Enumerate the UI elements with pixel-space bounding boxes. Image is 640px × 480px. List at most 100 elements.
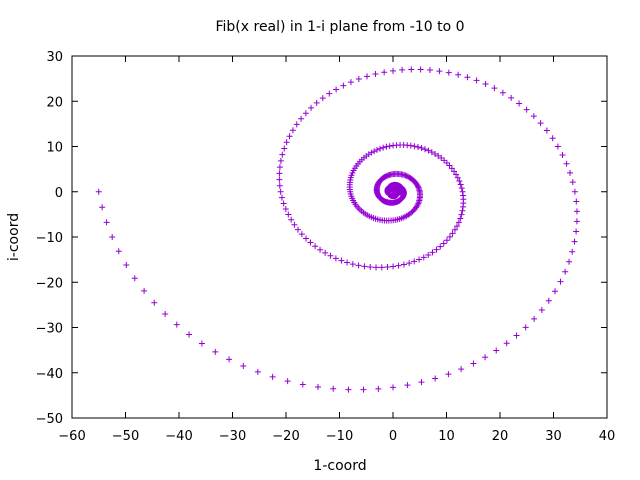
data-point <box>162 311 169 318</box>
data-point <box>276 182 283 189</box>
data-point <box>554 143 561 150</box>
data-point <box>454 174 461 181</box>
data-point <box>315 384 322 391</box>
data-point <box>355 76 362 83</box>
x-tick-label: −60 <box>58 429 85 444</box>
data-point <box>400 261 407 268</box>
data-point <box>537 120 544 127</box>
data-point <box>458 366 465 373</box>
data-point <box>395 262 402 269</box>
data-point <box>414 201 421 208</box>
data-point <box>522 324 529 331</box>
data-point <box>453 171 460 178</box>
data-point <box>317 246 324 253</box>
x-tick-label: −10 <box>326 429 353 444</box>
x-tick-label: 40 <box>599 429 616 444</box>
data-point <box>399 66 406 73</box>
data-point <box>426 67 433 74</box>
data-point <box>457 181 464 188</box>
data-point <box>445 371 452 378</box>
data-point <box>516 100 523 107</box>
data-point <box>364 73 371 80</box>
data-point <box>418 379 425 386</box>
data-point <box>530 113 537 120</box>
data-point <box>285 211 292 218</box>
data-point <box>374 146 381 153</box>
data-point <box>411 143 418 150</box>
data-point <box>289 127 296 134</box>
data-point <box>284 378 291 385</box>
data-point <box>454 223 461 230</box>
data-point <box>319 95 326 102</box>
data-point <box>446 233 453 240</box>
data-point <box>418 145 425 152</box>
data-point <box>333 86 340 93</box>
data-point <box>545 297 552 304</box>
data-point <box>455 71 462 78</box>
data-point <box>543 127 550 134</box>
x-tick-label: −30 <box>219 429 246 444</box>
data-point <box>473 77 480 84</box>
data-point <box>440 240 447 247</box>
x-tick-label: 0 <box>389 429 397 444</box>
y-tick-label: −40 <box>36 367 63 382</box>
data-point <box>482 81 489 88</box>
data-point <box>303 235 310 242</box>
data-point <box>446 162 453 169</box>
data-point <box>373 264 380 271</box>
data-point <box>456 178 463 185</box>
data-point <box>557 278 564 285</box>
data-point <box>349 261 356 268</box>
data-point <box>390 67 397 74</box>
data-point <box>458 211 465 218</box>
data-point <box>531 315 538 322</box>
chart-title: Fib(x real) in 1-i plane from -10 to 0 <box>215 19 464 35</box>
data-point <box>432 375 439 382</box>
data-point <box>552 288 559 295</box>
data-point <box>380 144 387 151</box>
data-point <box>276 176 283 183</box>
data-point <box>361 263 368 270</box>
data-point <box>131 275 138 282</box>
data-point <box>312 243 319 250</box>
data-point <box>414 144 421 151</box>
data-point <box>313 99 320 106</box>
data-point <box>372 71 379 78</box>
x-axis-label: 1-coord <box>313 458 366 474</box>
y-tick-label: 20 <box>46 95 63 110</box>
data-point <box>281 145 288 152</box>
data-point <box>103 219 110 226</box>
data-point <box>390 263 397 270</box>
data-point <box>405 173 412 180</box>
data-point <box>403 173 410 180</box>
data-point <box>280 200 287 207</box>
data-point <box>455 219 462 226</box>
data-point <box>493 347 500 354</box>
data-point <box>406 174 413 181</box>
data-point <box>173 321 180 328</box>
data-point <box>294 226 301 233</box>
x-tick-label: −40 <box>165 429 192 444</box>
data-series <box>95 66 580 393</box>
data-point <box>435 152 442 159</box>
data-point <box>569 179 576 186</box>
data-point <box>115 248 122 255</box>
data-point <box>425 147 432 154</box>
data-point <box>413 203 420 210</box>
data-point <box>277 188 284 195</box>
data-point <box>451 226 458 233</box>
y-axis-label: i-coord <box>6 213 22 261</box>
data-point <box>470 360 477 367</box>
data-point <box>240 363 247 370</box>
data-point <box>386 143 393 150</box>
data-point <box>123 262 130 269</box>
data-point <box>186 331 193 338</box>
x-tick-label: −50 <box>112 429 139 444</box>
y-tick-label: 0 <box>55 186 63 201</box>
data-point <box>390 384 397 391</box>
data-point <box>523 106 530 113</box>
data-point <box>429 249 436 256</box>
data-point <box>298 231 305 238</box>
data-point <box>378 264 385 271</box>
